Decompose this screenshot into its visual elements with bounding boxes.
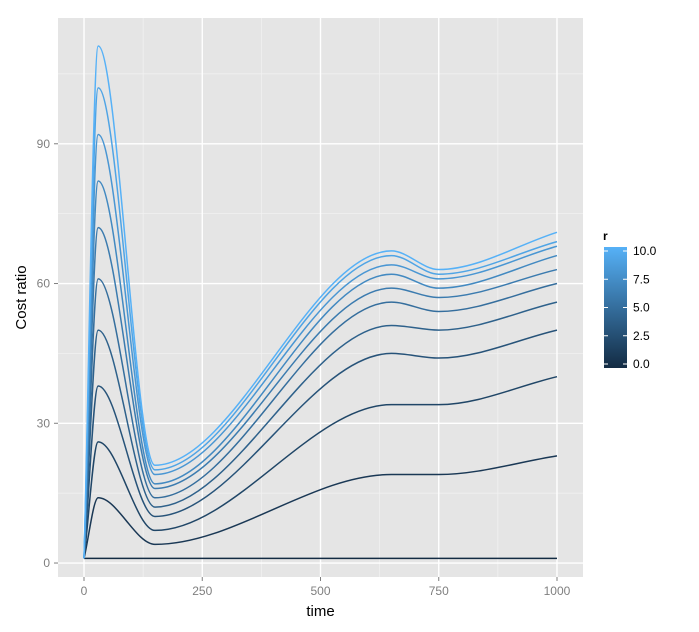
series-line-r-5 [83,278,558,559]
series-line-r-6 [83,226,558,559]
series-lines [83,45,558,560]
y-tick-label: 0 [43,556,50,570]
series-line-r-9 [83,87,558,559]
plot-panel [58,18,583,577]
y-tick-label: 90 [37,137,51,151]
series-line-r-7 [83,180,558,559]
legend-label: 5.0 [633,301,650,315]
x-axis: 0 250 500 750 1000 [81,577,571,598]
legend-title: r [603,229,608,243]
legend-label: 10.0 [633,244,657,258]
x-tick-label: 500 [310,584,330,598]
series-line-r-8 [83,133,558,559]
x-tick-label: 1000 [544,584,571,598]
y-tick-label: 30 [37,416,51,430]
legend-label: 0.0 [633,357,650,371]
x-axis-title: time [306,603,334,620]
series-line-r-10 [83,45,558,559]
series-line-r-1 [83,455,558,559]
y-axis-title: Cost ratio [13,265,30,329]
x-tick-label: 750 [429,584,449,598]
y-axis: 0 30 60 90 [37,137,58,570]
legend: r 0.0 2.5 5.0 7.5 10.0 [603,229,657,371]
series-line-r-2 [83,375,558,559]
legend-ticks: 0.0 2.5 5.0 7.5 10.0 [604,244,657,371]
x-tick-label: 250 [192,584,212,598]
legend-label: 7.5 [633,272,650,286]
y-tick-label: 60 [37,277,51,291]
series-line-r-4 [83,301,558,559]
legend-label: 2.5 [633,329,650,343]
legend-colorbar [604,247,627,368]
x-tick-label: 0 [81,584,88,598]
series-line-r-3 [83,329,558,559]
